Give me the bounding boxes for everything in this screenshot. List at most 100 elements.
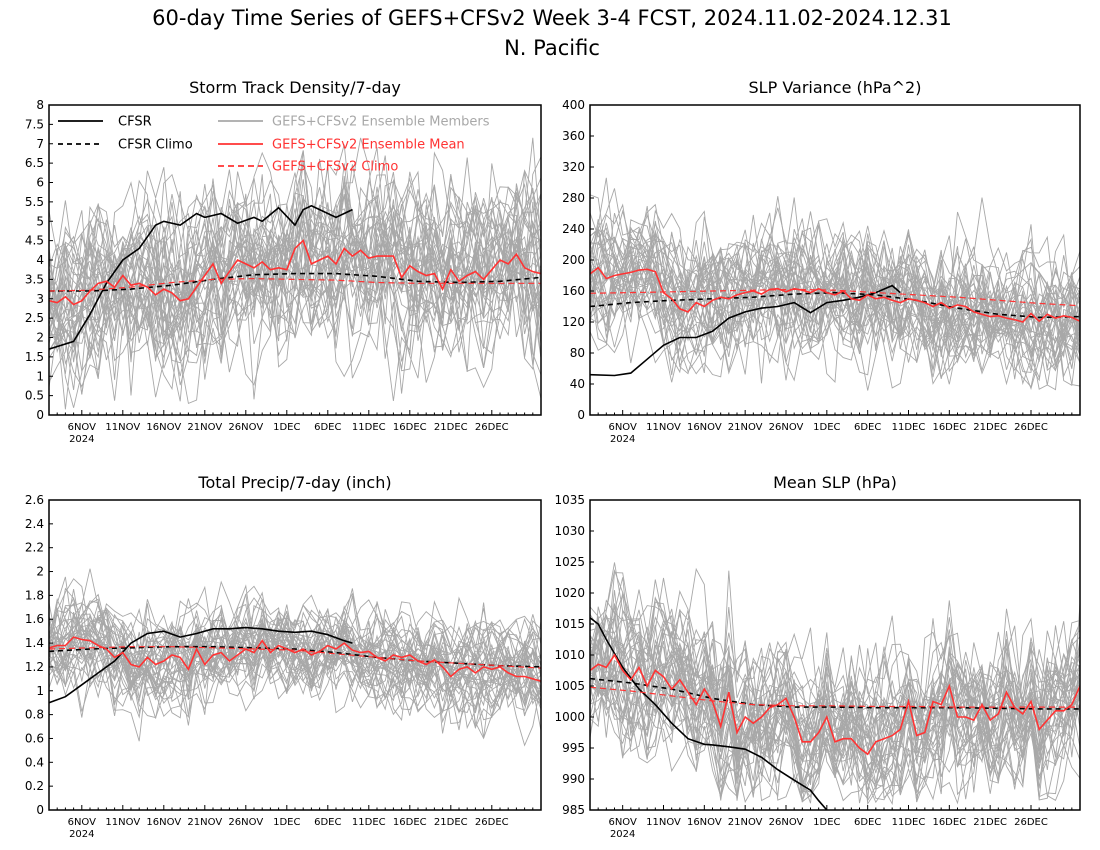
y-tick-label: 360 (562, 129, 585, 143)
chart-panel-4: Mean SLP (hPa) 985 990 995 1000 1005 1010 1015 1… (554, 473, 1081, 840)
cfsr-climo-line (49, 645, 541, 668)
y-axis: 0 40 80 120 160 200 240 280 320 360 400 (562, 98, 594, 422)
y-tick-label: 0 (36, 803, 44, 817)
x-axis: 6NOV 11NOV 16NOV 21NOV 26NOV 1DEC 6DEC 11DEC 16D… (48, 805, 542, 840)
ensemble-member-line (49, 622, 541, 716)
y-tick-label: 3 (36, 292, 44, 306)
ensemble-member-line (49, 168, 541, 401)
x-tick-label: 11DEC (892, 817, 926, 828)
legend: CFSR CFSR Climo GEFS+CFSv2 Ensemble Member… (58, 115, 490, 175)
ensemble-member-line (590, 226, 1080, 376)
x-tick-label: 21NOV (728, 422, 763, 433)
y-tick-label: 2 (36, 331, 44, 345)
ensemble-member-line (590, 211, 1080, 375)
x-tick-label: 21NOV (187, 817, 222, 828)
legend-label: GEFS+CFSv2 Ensemble Mean (272, 138, 465, 153)
ensemble-member-line (590, 177, 1080, 385)
ensemble-member-line (590, 572, 1080, 806)
y-tick-label: 5.5 (25, 195, 44, 209)
x-tick-label: 6NOV (68, 422, 97, 433)
x-tick-label: 11NOV (105, 817, 140, 828)
x-tick-label: 16NOV (687, 817, 722, 828)
ensemble-member-line (49, 603, 541, 734)
panel-title: Mean SLP (hPa) (773, 473, 897, 492)
ensemble-member-line (49, 597, 541, 714)
x-tick-label: 16NOV (146, 422, 181, 433)
chart-panels: Storm Track Density/7-day 0 0.5 1 1.5 2 2.5 3 3.… (25, 78, 1081, 840)
gefs-climo-line (590, 686, 1080, 708)
ensemble-member-line (49, 151, 541, 360)
plot-area (49, 568, 541, 747)
cfsr-line (590, 284, 901, 377)
x-tick-label: 11NOV (646, 422, 681, 433)
gefs-climo-line (49, 277, 541, 292)
y-tick-label: 990 (562, 772, 585, 786)
y-tick-label: 2.6 (25, 493, 44, 507)
y-tick-label: 40 (570, 377, 585, 391)
y-tick-label: 2 (36, 565, 44, 579)
y-axis: 0 0.2 0.4 0.6 0.8 1 1.2 1.4 1.6 1.8 2 2.2 2.4 2.6 (25, 493, 53, 817)
ensemble-member-line (49, 186, 541, 362)
x-tick-label: 21DEC (434, 817, 468, 828)
x-tick-label: 6DEC (314, 817, 341, 828)
y-tick-label: 400 (562, 98, 585, 112)
ensemble-member-line (590, 627, 1080, 803)
plot-area (49, 137, 541, 410)
y-tick-label: 200 (562, 253, 585, 267)
y-tick-label: 0.8 (25, 708, 44, 722)
ensemble-member-line (590, 224, 1080, 369)
x-tick-label: 26DEC (475, 817, 509, 828)
y-tick-label: 320 (562, 160, 585, 174)
y-tick-label: 160 (562, 284, 585, 298)
ensemble-member-line (590, 608, 1080, 801)
chart-panel-3: Total Precip/7-day (inch)00.20.40.60.811… (25, 473, 542, 840)
ensemble-members (590, 177, 1080, 391)
ensemble-member-line (590, 220, 1080, 356)
x-tick-label: 16DEC (393, 817, 427, 828)
ensemble-member-line (49, 169, 541, 386)
x-tick-label: 16NOV (146, 817, 181, 828)
ensemble-member-line (590, 624, 1080, 793)
x-tick-label: 6NOV (608, 422, 637, 433)
x-year-label: 2024 (69, 434, 94, 445)
x-axis: 6NOV 11NOV 16NOV 21NOV 26NOV 1DEC 6DEC 11DEC 16D… (48, 410, 542, 445)
y-tick-label: 1.6 (25, 612, 44, 626)
y-tick-label: 3.5 (25, 272, 44, 286)
x-tick-label: 6NOV (68, 817, 97, 828)
y-tick-label: 0.2 (25, 779, 44, 793)
x-tick-label: 6DEC (854, 422, 881, 433)
y-tick-label: 1.4 (25, 636, 44, 650)
x-tick-label: 26NOV (769, 422, 804, 433)
figure-subtitle: N. Pacific (504, 36, 600, 60)
x-tick-label: 11DEC (352, 817, 386, 828)
plot-area (590, 562, 1080, 810)
y-tick-label: 2.5 (25, 311, 44, 325)
x-tick-label: 21DEC (973, 817, 1007, 828)
y-tick-label: 80 (570, 346, 585, 360)
ensemble-member-line (49, 173, 541, 355)
y-tick-label: 1025 (554, 555, 585, 569)
x-tick-label: 21DEC (434, 422, 468, 433)
cfsr-line (49, 204, 353, 350)
ensemble-mean-line (590, 266, 1080, 323)
y-tick-label: 1 (36, 684, 44, 698)
cfsr-climo-line (49, 272, 541, 292)
ensemble-members (49, 137, 541, 410)
x-year-label: 2024 (610, 829, 635, 840)
x-tick-label: 21NOV (728, 817, 763, 828)
cfsr-line (49, 626, 353, 704)
x-axis: 6NOV 11NOV 16NOV 21NOV 26NOV 1DEC 6DEC 11DEC 16D… (589, 410, 1081, 445)
x-tick-label: 11DEC (892, 422, 926, 433)
y-tick-label: 5 (36, 214, 44, 228)
y-tick-label: 1 (36, 369, 44, 383)
y-tick-label: 7.5 (25, 117, 44, 131)
x-tick-label: 21DEC (973, 422, 1007, 433)
legend-label: CFSR Climo (118, 138, 193, 153)
ensemble-member-line (49, 162, 541, 378)
y-tick-label: 280 (562, 191, 585, 205)
ensemble-member-line (590, 606, 1080, 801)
legend-label: CFSR (118, 115, 152, 130)
y-tick-label: 1015 (554, 617, 585, 631)
x-tick-label: 26DEC (1014, 817, 1048, 828)
figure-title: 60-day Time Series of GEFS+CFSv2 Week 3-… (152, 6, 952, 30)
